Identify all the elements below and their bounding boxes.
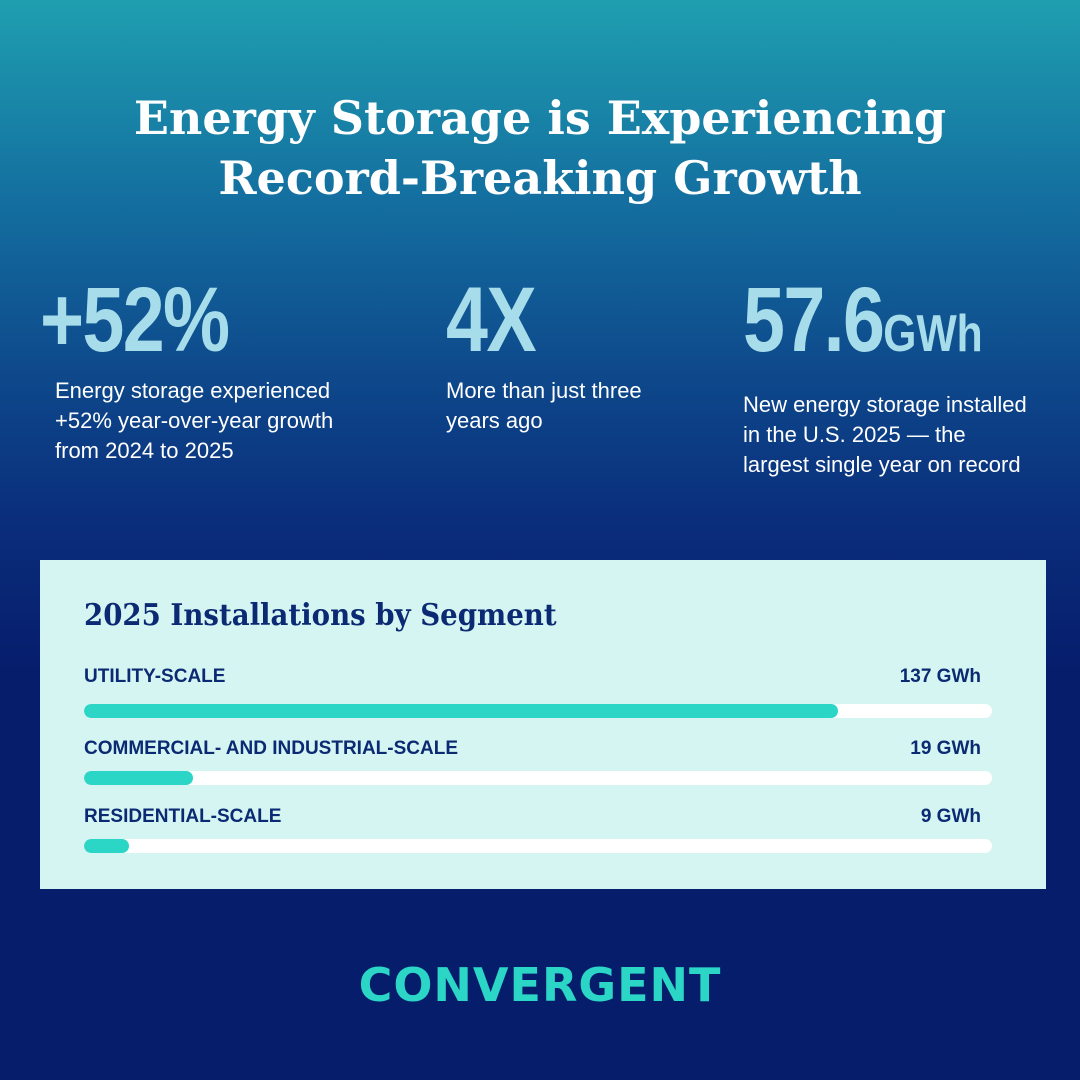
- stat-installed: 57.6GWh New energy storage installed in …: [743, 270, 1035, 480]
- stat-installed-number: 57.6: [743, 269, 885, 371]
- segment-commercial-bar: [84, 771, 193, 785]
- stat-growth-description: Energy storage experienced +52% year-ove…: [55, 378, 334, 463]
- stat-growth: +52% Energy storage experienced +52% yea…: [40, 270, 365, 466]
- segment-residential-track: [84, 839, 992, 853]
- segment-commercial-label: COMMERCIAL- AND INDUSTRIAL-SCALE: [84, 738, 458, 759]
- segments-panel-title: 2025 Installations by Segment: [84, 598, 557, 633]
- stat-multiplier: 4X More than just three years ago: [446, 270, 686, 436]
- segment-utility-value: 137 GWh: [899, 666, 981, 687]
- stat-installed-description: New energy storage installed in the U.S.…: [743, 392, 1027, 477]
- segment-utility-track: [84, 704, 992, 718]
- page-title: Energy Storage is Experiencing Record-Br…: [0, 88, 1080, 208]
- logo-wordmark: CONVERGENT: [358, 958, 722, 1012]
- segment-utility-bar: [84, 704, 838, 718]
- segment-commercial-value: 19 GWh: [910, 738, 981, 759]
- convergent-logo: CONVERGENT: [0, 958, 1080, 1012]
- segment-residential-label: RESIDENTIAL-SCALE: [84, 806, 282, 827]
- stat-multiplier-number: 4X: [446, 269, 537, 371]
- title-line-1: Energy Storage is Experiencing: [133, 91, 947, 145]
- segment-residential-value: 9 GWh: [920, 806, 981, 827]
- stat-multiplier-description: More than just three years ago: [446, 378, 642, 433]
- stat-growth-number: +52%: [40, 269, 230, 371]
- stat-installed-unit: GWh: [883, 305, 983, 363]
- segment-utility-label: UTILITY-SCALE: [84, 666, 226, 687]
- segment-residential-bar: [84, 839, 130, 853]
- stat-installed-value: 57.6GWh: [743, 270, 983, 384]
- segment-commercial-track: [84, 771, 992, 785]
- title-line-2: Record-Breaking Growth: [218, 151, 862, 205]
- segments-panel: 2025 Installations by Segment UTILITY-SC…: [40, 560, 1046, 889]
- stat-growth-value: +52%: [40, 270, 307, 370]
- stat-multiplier-value: 4X: [446, 270, 643, 370]
